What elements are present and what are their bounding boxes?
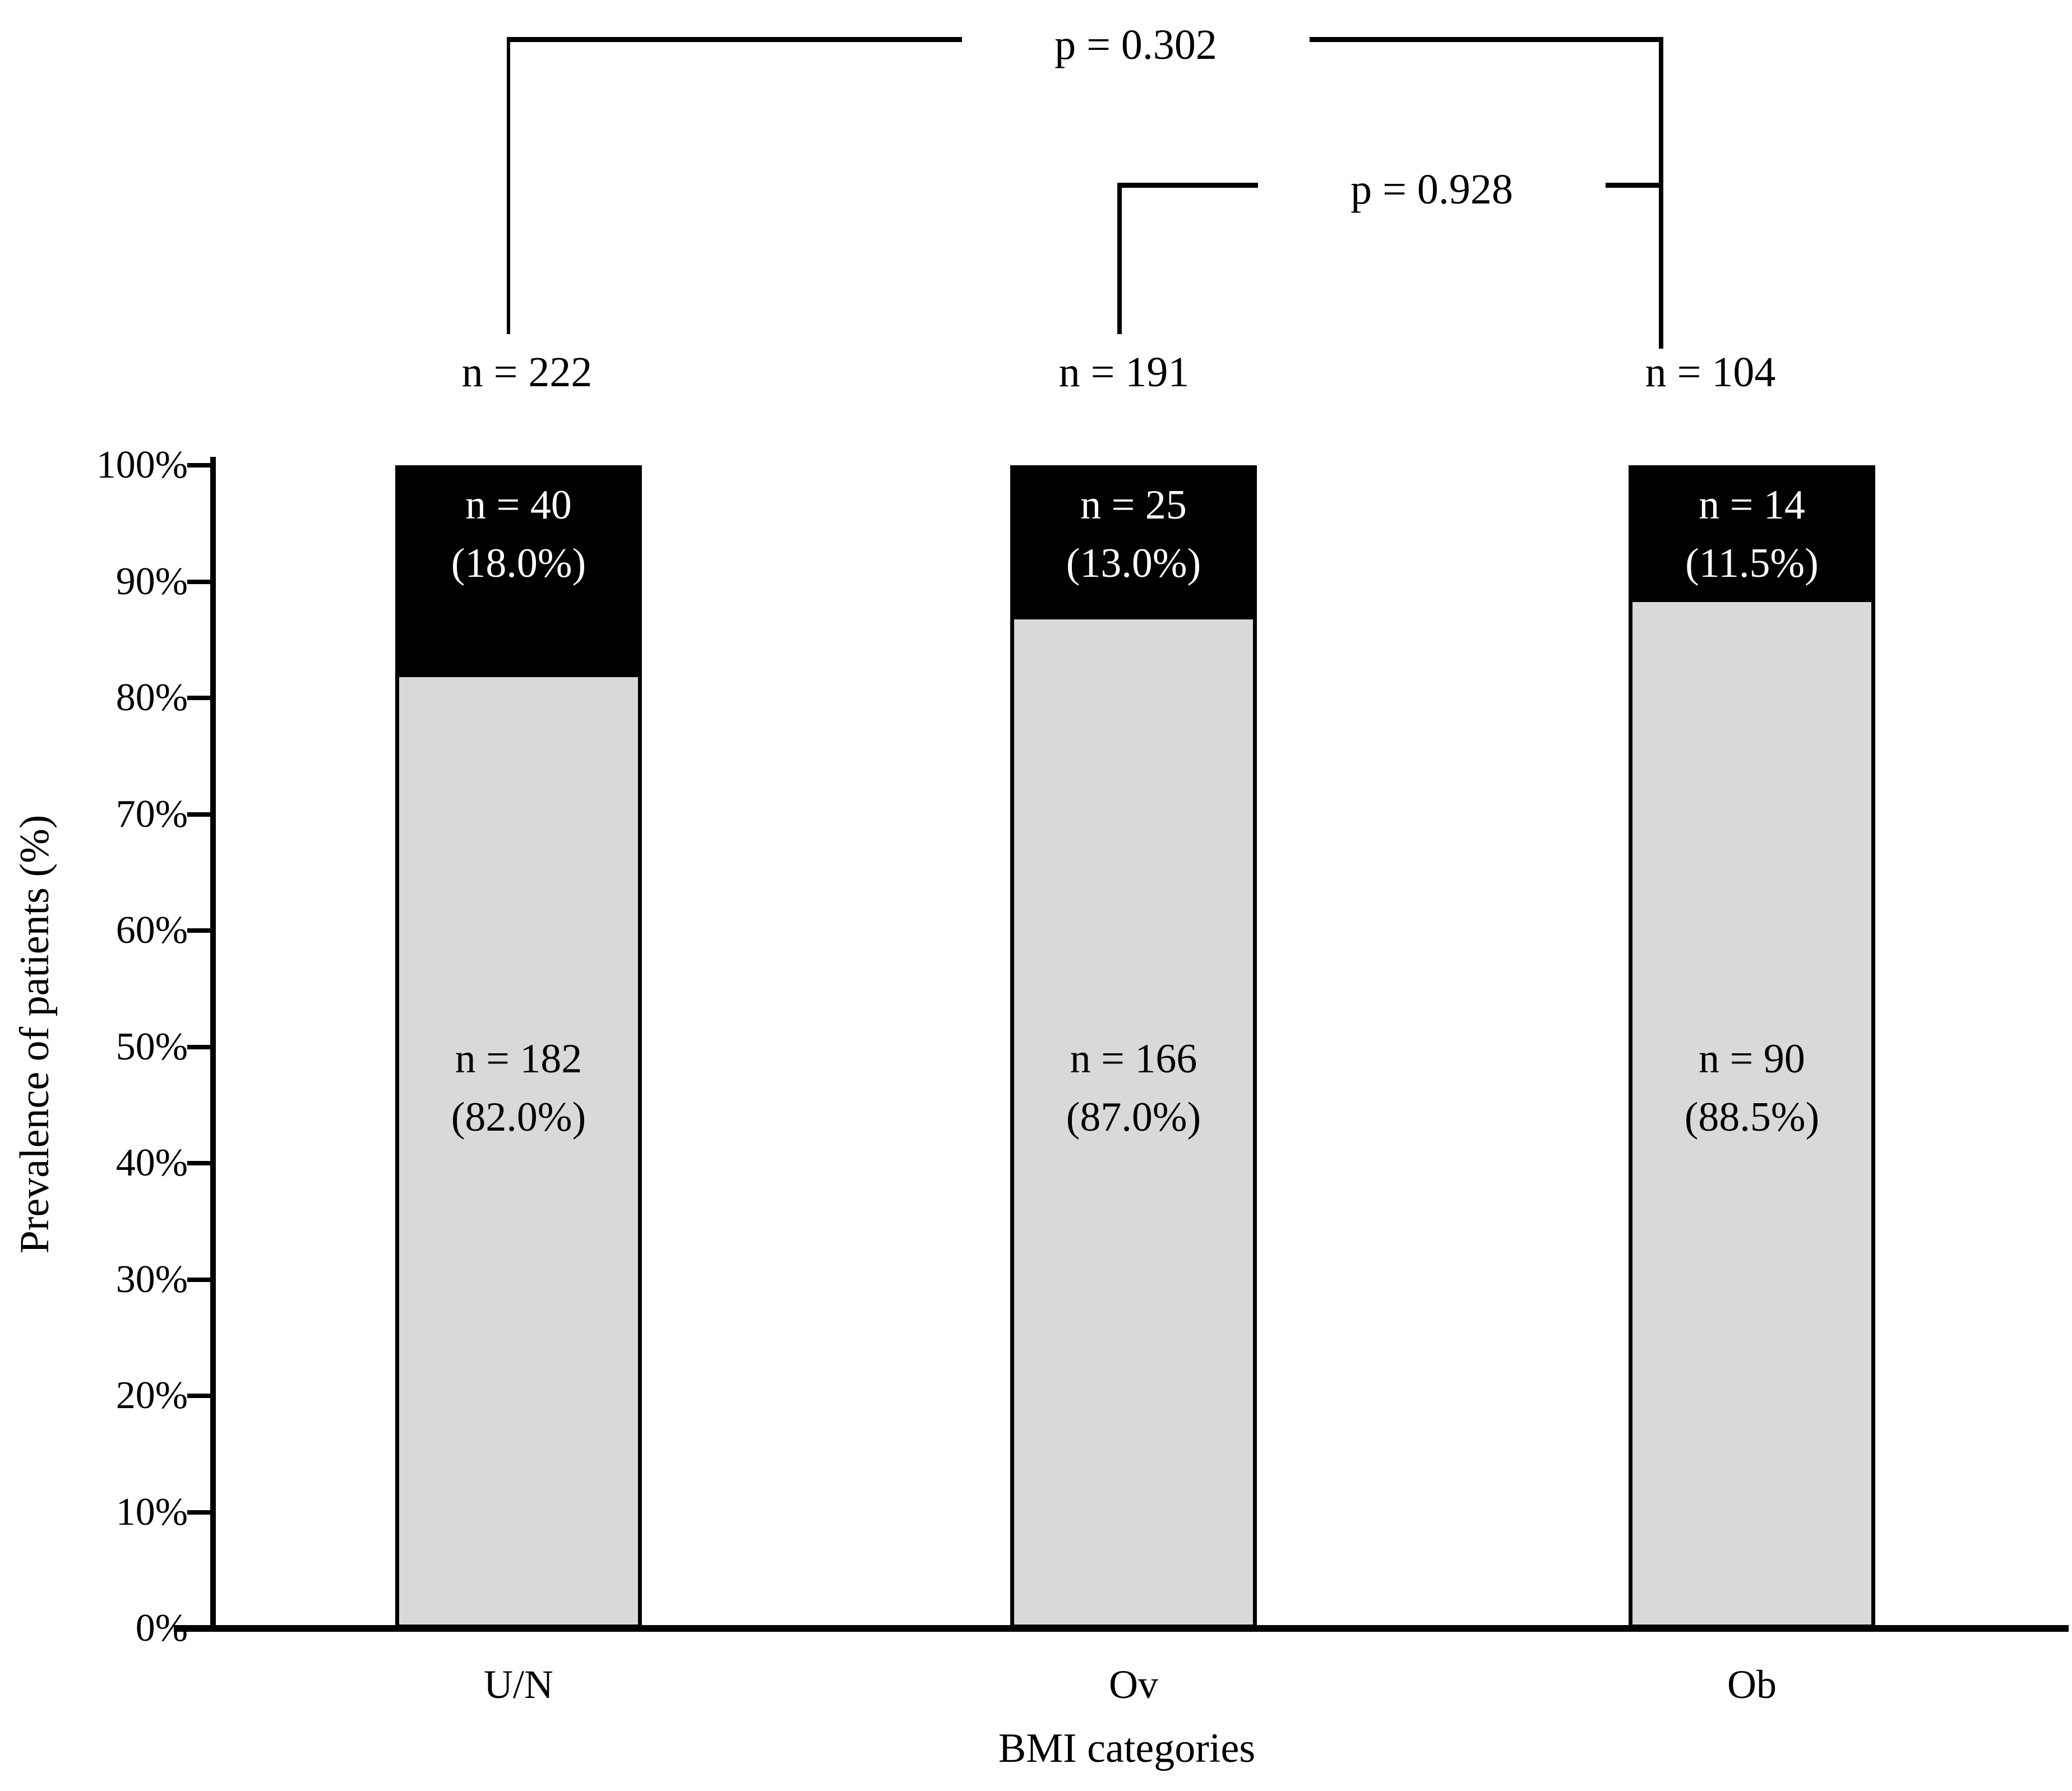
- y-tick-mark: [187, 1394, 213, 1398]
- bar-segment-grey: [1632, 602, 1871, 1625]
- bar-label-black-segment: n = 40 (18.0%): [399, 476, 638, 593]
- y-tick-mark: [187, 812, 213, 817]
- bar-label-line-count: n = 25: [1080, 482, 1187, 528]
- bracket1-horizontal-right: [1283, 37, 1663, 42]
- y-tick-label: 70%: [115, 792, 188, 836]
- bar-label-black-segment: n = 14 (11.5%): [1632, 476, 1871, 593]
- bar-label-grey-segment: n = 182 (82.0%): [399, 1030, 638, 1146]
- x-axis-title: BMI categories: [998, 1725, 1256, 1771]
- bar-label-line-count: n = 14: [1699, 482, 1805, 528]
- bar-label-black-segment: n = 25 (13.0%): [1014, 476, 1253, 593]
- y-axis-title: Prevalence of patients (%): [12, 814, 58, 1254]
- x-axis-line: [174, 1625, 2069, 1632]
- bar-label-line-percent: (11.5%): [1685, 540, 1819, 586]
- bar-label-line-count: n = 40: [465, 482, 572, 528]
- y-tick-mark: [187, 1510, 213, 1515]
- bar-label-line-percent: (18.0%): [451, 540, 586, 586]
- bracket-vertical-right: [1659, 37, 1663, 349]
- bar-ov: n = 25 (13.0%) n = 166 (87.0%): [1010, 465, 1257, 1628]
- p-value-label-2: p = 0.928: [1258, 160, 1606, 219]
- p-value-label-1: p = 0.302: [962, 16, 1310, 74]
- y-tick-label: 80%: [115, 676, 188, 719]
- group-total-label: n = 222: [461, 349, 593, 396]
- bar-label-line-count: n = 166: [1070, 1036, 1197, 1082]
- bar-label-grey-segment: n = 90 (88.5%): [1632, 1030, 1871, 1146]
- bar-label-line-percent: (88.5%): [1684, 1094, 1820, 1140]
- bar-label-line-count: n = 90: [1699, 1036, 1805, 1082]
- bracket2-vertical-left: [1117, 183, 1122, 334]
- bar-label-grey-segment: n = 166 (87.0%): [1014, 1030, 1253, 1146]
- y-tick-label: 50%: [115, 1025, 188, 1068]
- bracket1-horizontal-left: [508, 37, 989, 42]
- y-tick-label: 10%: [115, 1490, 188, 1534]
- bar-ob: n = 14 (11.5%) n = 90 (88.5%): [1629, 465, 1875, 1628]
- y-tick-mark: [187, 1277, 213, 1282]
- group-total-label: n = 104: [1645, 349, 1776, 396]
- y-tick-label: 100%: [96, 443, 188, 487]
- bracket1-vertical-left: [507, 37, 510, 334]
- category-label-un: U/N: [484, 1662, 553, 1707]
- y-tick-label: 0%: [135, 1607, 188, 1650]
- bar-segment-grey: [1014, 619, 1253, 1625]
- y-tick-mark: [187, 696, 213, 700]
- y-axis-line: [210, 457, 216, 1632]
- y-tick-mark: [187, 1044, 213, 1049]
- y-tick-mark: [187, 1161, 213, 1165]
- bar-segment-grey: [399, 677, 638, 1625]
- bracket2-horizontal-left: [1117, 183, 1288, 188]
- bar-label-line-percent: (13.0%): [1066, 540, 1201, 586]
- bar-label-line-percent: (87.0%): [1066, 1094, 1201, 1140]
- y-tick-mark: [187, 463, 213, 468]
- category-label-ob: Ob: [1727, 1662, 1777, 1707]
- y-tick-label: 20%: [115, 1374, 188, 1417]
- y-tick-mark: [187, 928, 213, 933]
- y-tick-mark: [187, 579, 213, 584]
- category-label-ov: Ov: [1109, 1662, 1158, 1707]
- y-tick-label: 30%: [115, 1257, 188, 1301]
- bar-un: n = 40 (18.0%) n = 182 (82.0%): [395, 465, 642, 1628]
- y-tick-label: 40%: [115, 1141, 188, 1184]
- bar-label-line-count: n = 182: [455, 1036, 582, 1082]
- bar-label-line-percent: (82.0%): [451, 1094, 586, 1140]
- bracket2-horizontal-right: [1585, 183, 1663, 188]
- group-total-label: n = 191: [1058, 349, 1190, 396]
- y-tick-label: 90%: [115, 559, 188, 603]
- y-tick-label: 60%: [115, 909, 188, 952]
